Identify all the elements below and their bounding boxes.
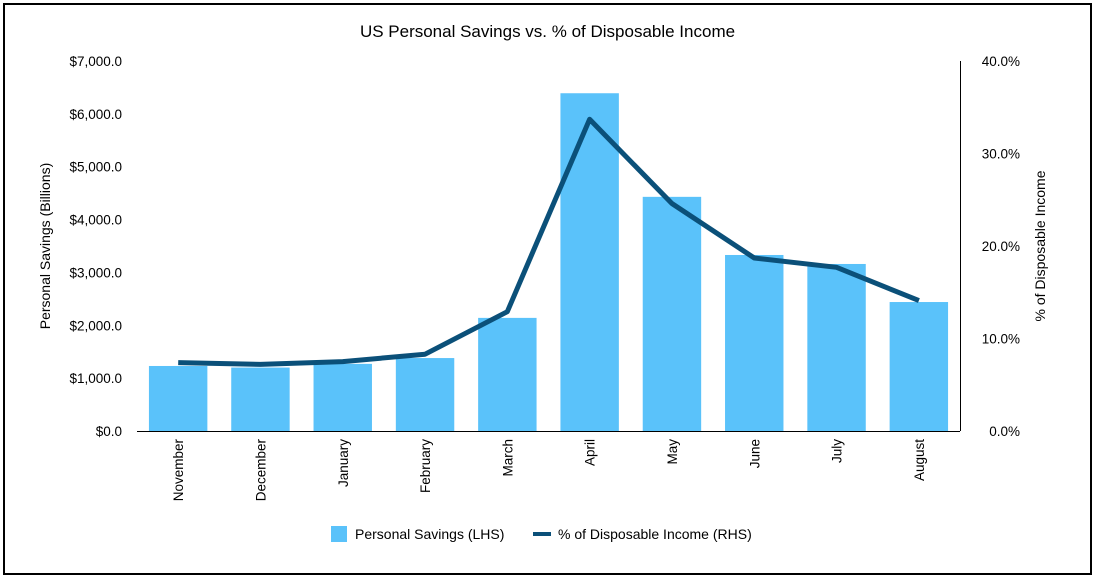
left-y-tick-labels: $0.0 $1,000.0 $2,000.0 $3,000.0 $4,000.0 $5,0… <box>69 54 122 439</box>
x-tick-label-december: December <box>253 439 268 502</box>
x-tick-labels: November December January February March Apri… <box>171 439 927 502</box>
bar-january <box>313 363 372 431</box>
legend-label-line: % of Disposable Income (RHS) <box>558 526 752 542</box>
left-y-tick-label: $3,000.0 <box>69 265 122 280</box>
chart-frame <box>3 3 1092 575</box>
bar-june <box>725 254 784 431</box>
left-y-tick-label: $0.0 <box>96 424 122 439</box>
legend-label-bars: Personal Savings (LHS) <box>355 526 504 542</box>
right-y-tick-label: 30.0% <box>982 147 1020 162</box>
bar-february <box>395 358 455 431</box>
bar-august <box>889 302 949 431</box>
line-layer <box>178 116 920 367</box>
right-y-axis-title: % of Disposable Income <box>1032 170 1048 321</box>
x-tick-label-may: May <box>665 439 680 465</box>
axes-layer <box>137 61 961 432</box>
bars-layer <box>148 93 949 431</box>
bar-april <box>560 93 619 431</box>
right-y-tick-label: 40.0% <box>982 54 1020 69</box>
bar-may <box>642 196 702 431</box>
left-y-axis-title: Personal Savings (Billions) <box>37 163 53 330</box>
left-y-tick-label: $2,000.0 <box>69 318 122 333</box>
x-tick-label-march: March <box>500 439 515 477</box>
chart-title: US Personal Savings vs. % of Disposable … <box>359 22 736 41</box>
left-y-tick-label: $1,000.0 <box>69 371 122 386</box>
bar-march <box>478 317 537 431</box>
right-y-tick-label: 10.0% <box>982 332 1020 347</box>
left-y-tick-label: $6,000.0 <box>69 107 122 122</box>
x-tick-label-july: July <box>830 439 845 463</box>
x-tick-label-april: April <box>583 439 598 466</box>
left-y-tick-label: $7,000.0 <box>69 54 122 69</box>
left-y-tick-label: $4,000.0 <box>69 213 122 228</box>
x-tick-label-february: February <box>418 439 433 493</box>
x-tick-label-august: August <box>912 439 927 481</box>
series-line-pct-disposable-income <box>178 116 920 367</box>
left-y-tick-label: $5,000.0 <box>69 160 122 175</box>
bar-december <box>231 367 290 431</box>
right-y-tick-label: 20.0% <box>982 239 1020 254</box>
bar-november <box>148 365 208 431</box>
bar-july <box>807 263 866 431</box>
right-y-tick-labels: 0.0% 10.0% 20.0% 30.0% 40.0% <box>982 54 1020 439</box>
legend: Personal Savings (LHS) % of Disposable I… <box>331 526 752 542</box>
x-tick-label-january: January <box>336 439 351 487</box>
legend-swatch-bars <box>331 526 347 542</box>
x-tick-label-june: June <box>747 439 762 468</box>
right-y-tick-label: 0.0% <box>989 424 1020 439</box>
x-tick-label-november: November <box>171 439 186 502</box>
